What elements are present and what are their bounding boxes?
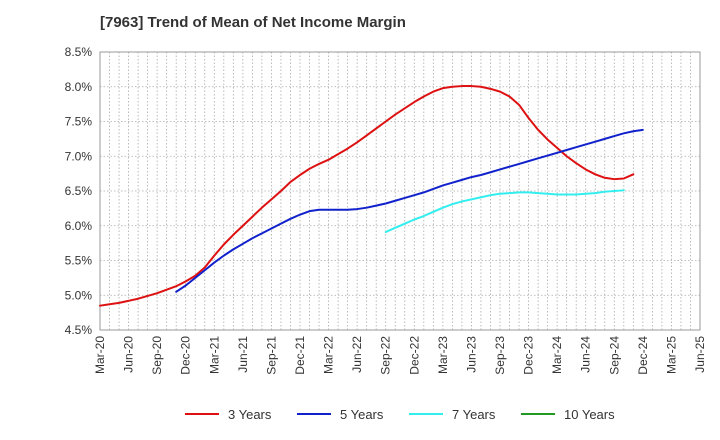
x-tick-label: Jun-20 — [122, 336, 136, 373]
x-tick-label: Dec-20 — [179, 336, 193, 375]
grid — [100, 52, 700, 330]
y-tick-label: 8.5% — [65, 45, 93, 59]
legend-label: 3 Years — [228, 407, 272, 422]
y-tick-label: 5.0% — [65, 288, 93, 302]
x-tick-label: Mar-21 — [207, 336, 221, 374]
legend-label: 10 Years — [564, 407, 615, 422]
x-axis: Mar-20 Jun-20 Sep-20 Dec-20 Mar-21 Jun-21 Sep-… — [93, 336, 707, 375]
x-tick-label: Dec-22 — [407, 336, 421, 375]
y-tick-label: 5.5% — [65, 254, 93, 268]
x-tick-label: Sep-22 — [379, 336, 393, 375]
y-tick-label: 7.0% — [65, 149, 93, 163]
x-tick-label: Sep-20 — [150, 336, 164, 375]
x-tick-label: Mar-20 — [93, 336, 107, 374]
x-tick-label: Jun-23 — [464, 336, 478, 373]
x-tick-label: Dec-23 — [522, 336, 536, 375]
x-tick-label: Sep-23 — [493, 336, 507, 375]
x-tick-label: Mar-23 — [436, 336, 450, 374]
series-line-5-years — [175, 128, 644, 293]
legend-label: 7 Years — [452, 407, 496, 422]
x-tick-label: Dec-21 — [293, 336, 307, 375]
x-tick-label: Dec-24 — [636, 336, 650, 375]
x-tick-label: Mar-22 — [322, 336, 336, 374]
x-tick-label: Jun-25 — [693, 336, 707, 373]
x-tick-label: Jun-21 — [236, 336, 250, 373]
y-axis: 4.5% 5.0% 5.5% 6.0% 6.5% 7.0% 7.5% 8.0% 8.5% — [65, 45, 93, 337]
y-tick-label: 4.5% — [65, 323, 93, 337]
chart-title: [7963] Trend of Mean of Net Income Margi… — [100, 14, 406, 31]
x-tick-label: Jun-22 — [350, 336, 364, 373]
legend: 3 Years 5 Years 7 Years 10 Years — [185, 407, 615, 422]
y-tick-label: 6.5% — [65, 184, 93, 198]
x-tick-label: Mar-25 — [664, 336, 678, 374]
series-line-7-years — [384, 189, 625, 233]
y-tick-label: 8.0% — [65, 80, 93, 94]
x-tick-label: Jun-24 — [579, 336, 593, 373]
x-tick-label: Sep-21 — [264, 336, 278, 375]
legend-label: 5 Years — [340, 407, 384, 422]
series-lines — [99, 85, 644, 307]
y-tick-label: 7.5% — [65, 115, 93, 129]
x-tick-label: Mar-24 — [550, 336, 564, 374]
plot-area-frame — [99, 51, 701, 331]
x-tick-label: Sep-24 — [607, 336, 621, 375]
y-tick-label: 6.0% — [65, 219, 93, 233]
series-line-3-years — [99, 85, 635, 307]
